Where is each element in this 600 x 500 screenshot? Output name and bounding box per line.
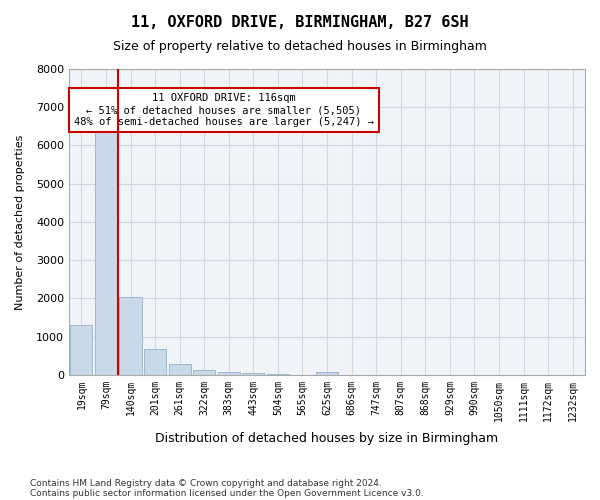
Bar <box>119 296 142 375</box>
Text: Size of property relative to detached houses in Birmingham: Size of property relative to detached ho… <box>113 40 487 53</box>
Bar <box>218 372 240 375</box>
Bar <box>169 364 191 375</box>
Text: Contains HM Land Registry data © Crown copyright and database right 2024.: Contains HM Land Registry data © Crown c… <box>30 478 382 488</box>
Bar <box>193 370 215 375</box>
Text: 11 OXFORD DRIVE: 116sqm
← 51% of detached houses are smaller (5,505)
48% of semi: 11 OXFORD DRIVE: 116sqm ← 51% of detache… <box>74 94 374 126</box>
Bar <box>242 373 265 375</box>
Bar <box>95 126 117 375</box>
Text: Contains public sector information licensed under the Open Government Licence v3: Contains public sector information licen… <box>30 488 424 498</box>
Y-axis label: Number of detached properties: Number of detached properties <box>15 134 25 310</box>
Text: 11, OXFORD DRIVE, BIRMINGHAM, B27 6SH: 11, OXFORD DRIVE, BIRMINGHAM, B27 6SH <box>131 15 469 30</box>
Bar <box>267 374 289 375</box>
Bar <box>144 349 166 375</box>
X-axis label: Distribution of detached houses by size in Birmingham: Distribution of detached houses by size … <box>155 432 499 445</box>
Bar <box>70 325 92 375</box>
Bar <box>316 372 338 375</box>
